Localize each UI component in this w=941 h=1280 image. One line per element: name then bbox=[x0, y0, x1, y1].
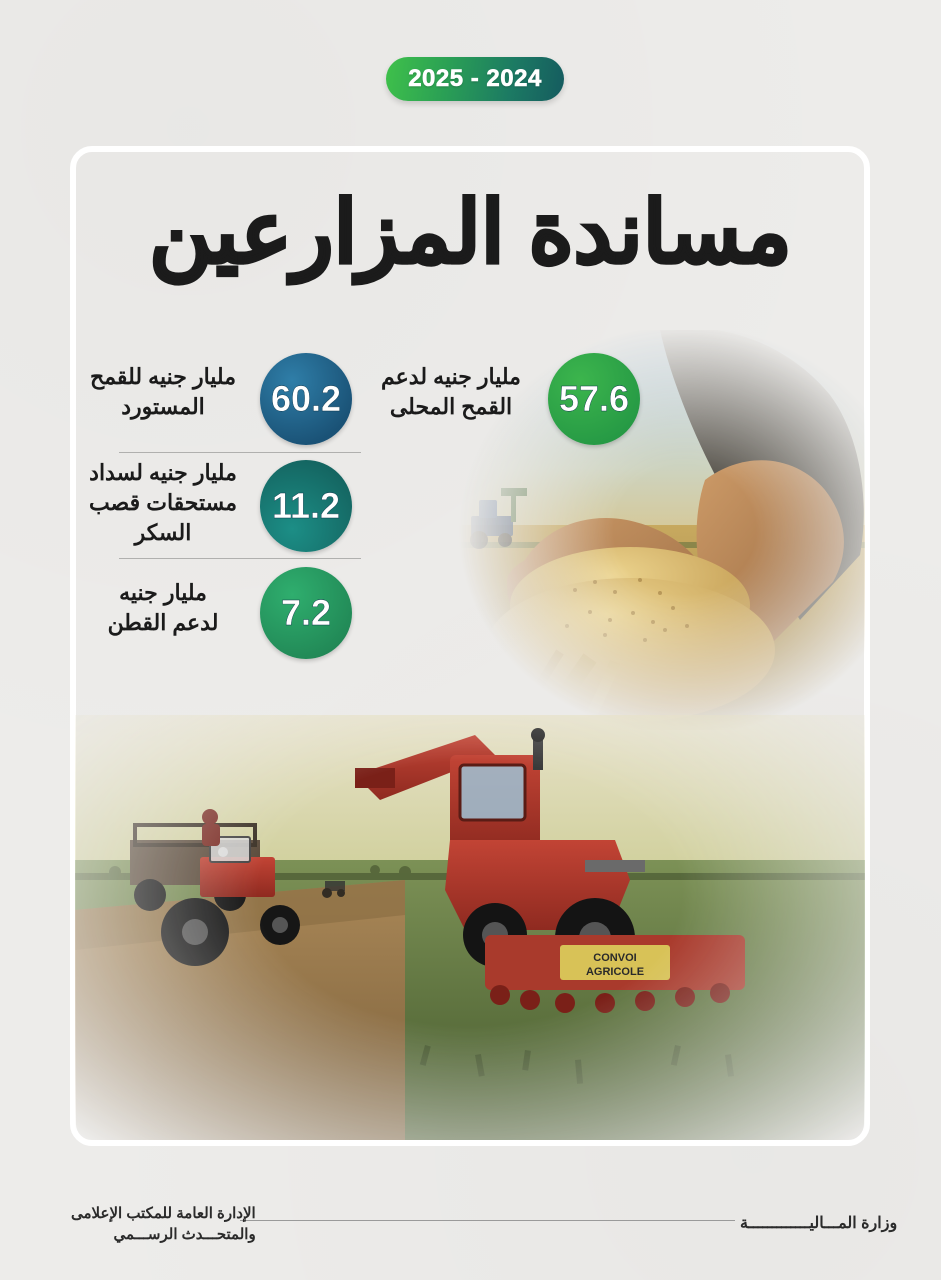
svg-text:CONVOI: CONVOI bbox=[593, 952, 636, 964]
svg-text:AGRICOLE: AGRICOLE bbox=[586, 966, 644, 978]
